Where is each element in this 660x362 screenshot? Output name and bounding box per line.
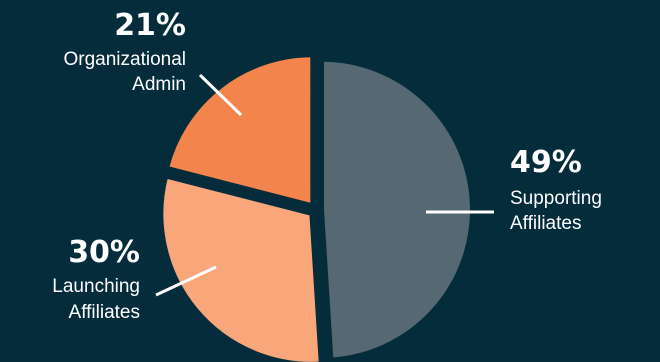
- slice-label-line: Supporting: [510, 188, 602, 209]
- pie-slice-supporting-affiliates: [319, 57, 474, 362]
- pie-slice-launching-affiliates: [159, 174, 323, 362]
- leader-line: [155, 265, 217, 297]
- slice-percent: 30%: [68, 235, 140, 270]
- slice-percent: 49%: [510, 145, 582, 180]
- leader-lines: [155, 73, 494, 297]
- slice-label-organizational-admin: 21% Organizational Admin: [63, 8, 186, 95]
- slice-label-launching-affiliates: 30% Launching Affiliates: [52, 235, 140, 323]
- slice-percent: 21%: [114, 8, 186, 43]
- slice-label-line: Organizational: [63, 49, 186, 70]
- slice-label-line: Admin: [132, 74, 186, 95]
- slice-label-supporting-affiliates: 49% Supporting Affiliates: [510, 145, 602, 234]
- leader-line: [198, 73, 243, 117]
- slice-label-line: Affiliates: [510, 213, 581, 234]
- pie-slices: [159, 53, 474, 362]
- pie-slice-organizational-admin: [164, 53, 315, 208]
- slice-label-line: Affiliates: [69, 302, 140, 323]
- slice-label-line: Launching: [52, 276, 140, 297]
